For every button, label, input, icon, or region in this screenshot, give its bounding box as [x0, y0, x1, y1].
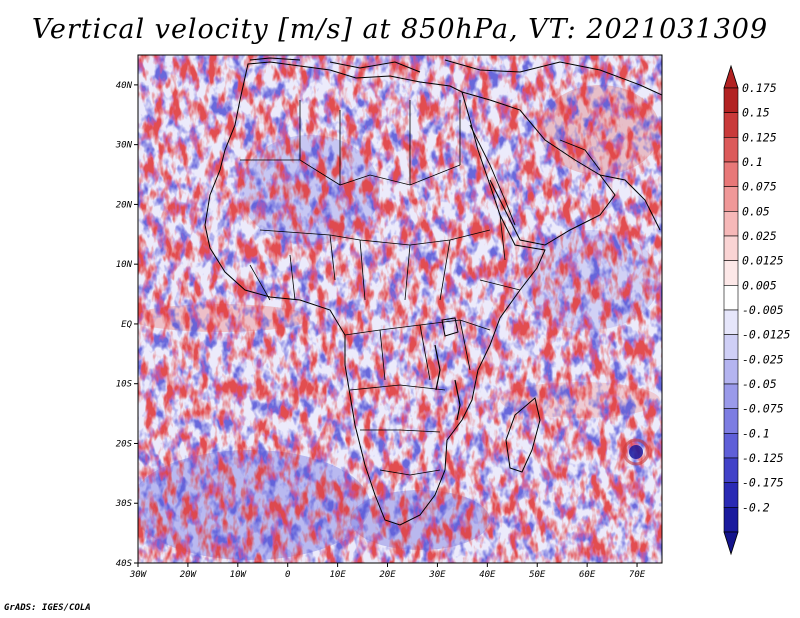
lake-tanganyika: [434, 344, 441, 391]
lake-malawi: [454, 379, 461, 421]
colorbar-label: -0.05: [742, 377, 777, 391]
lat-tick-label: 40N: [116, 81, 133, 91]
colorbar-label: 0.175: [742, 81, 777, 95]
colorbar-swatch: [723, 260, 739, 286]
colorbar-label: -0.025: [742, 352, 784, 366]
colorbar-label: -0.175: [742, 476, 784, 490]
colorbar-label: -0.005: [742, 303, 784, 317]
colorbar-label: -0.125: [742, 451, 784, 465]
lon-tick-label: 30E: [428, 570, 446, 580]
colorbar-swatch: [723, 161, 739, 187]
latitude-axis: 40N 30N 20N 10N EQ 10S 20S 30S 40S: [115, 81, 138, 569]
lon-tick-label: 70E: [629, 570, 646, 580]
lon-tick-label: 0: [285, 570, 290, 580]
lon-tick-label: 60E: [579, 570, 596, 580]
colorbar-label: 0.125: [742, 130, 777, 144]
colorbar-swatch: [723, 186, 739, 212]
colorbar-label: 0.1: [742, 155, 763, 169]
country-borders: [240, 100, 521, 476]
lat-tick-label: EQ: [121, 320, 132, 330]
colorbar-top-triangle: [723, 64, 739, 89]
lon-tick-label: 20W: [180, 570, 198, 580]
lat-tick-label: 30N: [115, 141, 133, 151]
lon-tick-label: 30W: [129, 570, 148, 580]
colorbar-swatch: [723, 334, 739, 360]
colorbar-label: 0.025: [742, 229, 777, 243]
colorbar-label: -0.075: [742, 402, 784, 416]
asia-coastline: [444, 59, 662, 231]
colorbar-swatch: [723, 433, 739, 459]
colorbar-swatch: [723, 112, 739, 138]
arabia-coastline: [461, 91, 616, 246]
madagascar-coastline: [505, 397, 541, 473]
lon-tick-label: 40E: [479, 570, 496, 580]
noise-field: [138, 55, 662, 563]
lon-tick-label: 10E: [329, 570, 346, 580]
colorbar-swatch: [723, 235, 739, 261]
colorbar-label: 0.005: [742, 278, 777, 292]
lon-tick-label: 10W: [230, 570, 248, 580]
colorbar-swatch: [723, 383, 739, 409]
colorbar-swatch: [723, 285, 739, 311]
lon-tick-label: 20E: [379, 570, 396, 580]
colorbar-swatch: [723, 359, 739, 385]
map-frame: [137, 54, 663, 564]
lat-tick-label: 20N: [116, 200, 133, 210]
colorbar-swatch: [723, 457, 739, 483]
colorbar-swatch: [723, 87, 739, 113]
colorbar-label: -0.1: [742, 426, 770, 440]
colorbar-label: -0.0125: [742, 328, 791, 342]
colorbar-swatch: [723, 507, 739, 533]
colorbar-label: 0.15: [742, 106, 770, 120]
africa-coastline: [204, 61, 546, 526]
colorbar-swatch: [723, 309, 739, 335]
lon-tick-label: 50E: [529, 570, 546, 580]
lat-tick-label: 10N: [116, 260, 133, 270]
cyclone-center: [629, 445, 643, 459]
lat-tick-label: 40S: [116, 559, 133, 569]
colorbar-swatch: [723, 137, 739, 163]
colorbar-swatch: [723, 482, 739, 508]
colorbar-label: 0.05: [742, 204, 770, 218]
lat-tick-label: 10S: [116, 380, 133, 390]
europe-coastline: [249, 57, 421, 73]
colorbar-bottom-triangle: [723, 531, 739, 556]
colorbar-swatch: [723, 408, 739, 434]
colorbar-label: 0.0125: [742, 254, 784, 268]
persian-gulf: [559, 139, 601, 171]
lat-tick-label: 20S: [116, 439, 133, 449]
colorbar-label: 0.075: [742, 180, 777, 194]
lat-tick-label: 30S: [115, 499, 133, 509]
red-sea: [469, 124, 516, 226]
colorbar-swatch: [723, 211, 739, 237]
colorbar-label: -0.2: [742, 500, 770, 514]
lake-victoria: [441, 317, 459, 337]
colorbar: 0.175 0.15 0.125 0.1 0.075 0.05 0.025 0.0125 0.0…: [723, 64, 791, 556]
map-plot: 40N 30N 20N 10N EQ 10S 20S 30S 40S 30W 20W 10W 0 10E…: [115, 54, 791, 580]
chart-title: Vertical velocity [m/s] at 850hPa, VT: 2…: [31, 14, 769, 45]
cyclone-ring: [622, 438, 650, 466]
grads-credit: GrADS: IGES/COLA: [4, 603, 91, 613]
longitude-axis: 30W 20W 10W 0 10E 20E 30E 40E 50E 60E 70E: [129, 563, 646, 580]
